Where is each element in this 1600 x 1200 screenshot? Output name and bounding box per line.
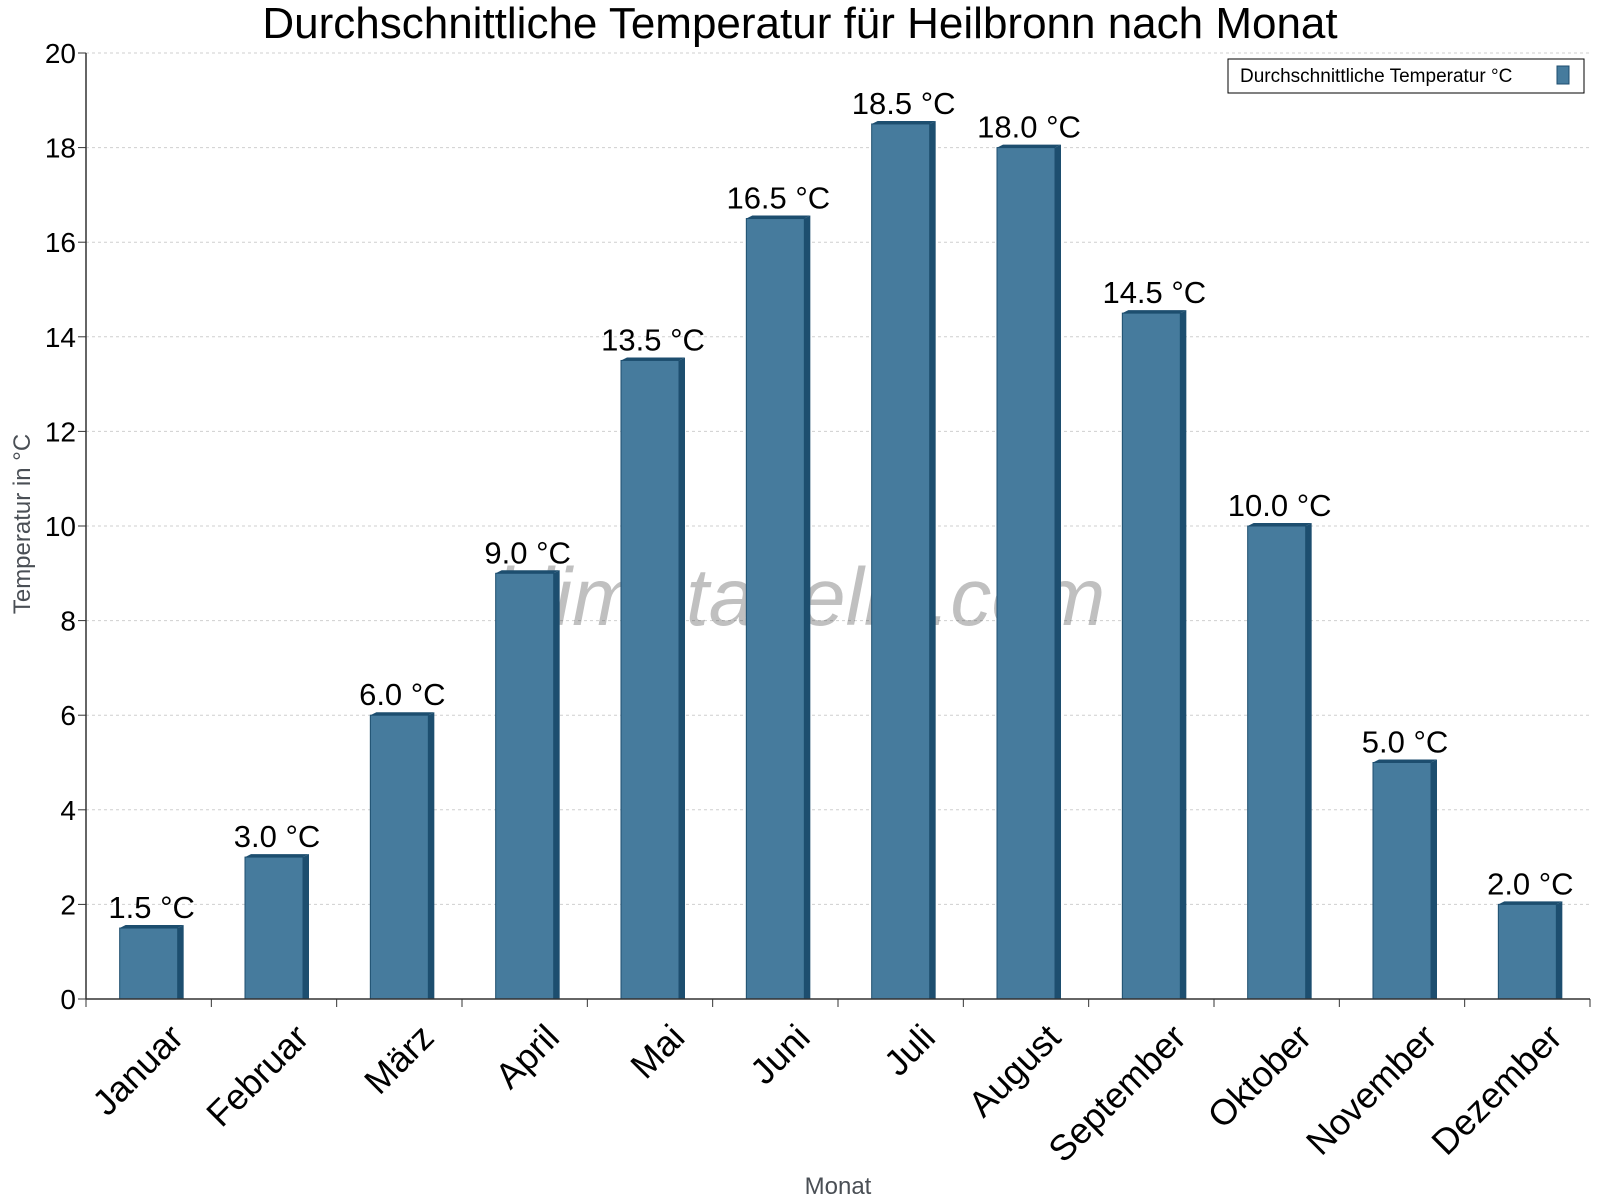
y-axis-label: Temperatur in °C	[9, 434, 36, 614]
legend-swatch	[1556, 65, 1570, 85]
data-labels: 1.5 °C 3.0 °C 6.0 °C 9.0 °C 13.5 °C 16.5 °C 18…	[108, 86, 1573, 925]
bar-side	[804, 215, 811, 1000]
x-tick-label: Mai	[622, 1016, 692, 1086]
bar-side	[1180, 310, 1187, 999]
bar-top	[621, 357, 685, 361]
x-tick-label: Dezember	[1423, 1016, 1569, 1162]
bar-top	[495, 570, 560, 574]
bar-side	[303, 854, 309, 999]
bar	[871, 123, 931, 1000]
bar-top	[871, 120, 936, 124]
chart-title: Durchschnittliche Temperatur für Heilbro…	[262, 0, 1337, 48]
y-tick-label: 14	[45, 322, 76, 353]
y-tick-label: 8	[60, 606, 76, 637]
y-tick-label: 0	[60, 984, 76, 1015]
legend-box	[1227, 58, 1585, 94]
bar	[1247, 525, 1307, 1000]
bar	[1372, 762, 1432, 1000]
bar-side	[679, 357, 685, 999]
data-label: 18.0 °C	[977, 110, 1081, 145]
y-tick-label: 16	[45, 227, 76, 258]
bar-top	[245, 854, 309, 858]
bar-side	[929, 120, 936, 999]
y-tick-label: 12	[45, 416, 76, 447]
bar	[620, 359, 680, 1000]
bar	[244, 856, 304, 1000]
bar	[745, 218, 805, 1000]
data-label: 3.0 °C	[234, 819, 321, 854]
y-tick-label: 18	[45, 133, 76, 164]
data-label: 2.0 °C	[1487, 866, 1574, 901]
bars	[119, 120, 1563, 1000]
legend-label: Durchschnittliche Temperatur °C	[1240, 66, 1512, 87]
bar-side	[1431, 759, 1437, 999]
bar-top	[1247, 523, 1312, 526]
bar-top	[119, 925, 184, 929]
y-tick-label: 2	[60, 889, 76, 920]
bar-top	[370, 712, 435, 716]
data-label: 6.0 °C	[359, 677, 446, 712]
bar-side	[177, 925, 184, 999]
bar-top	[1122, 310, 1187, 314]
x-tick-label: November	[1298, 1016, 1444, 1162]
x-tick-label: Juli	[876, 1016, 943, 1083]
bar	[119, 927, 179, 1000]
bar-side	[428, 712, 435, 999]
data-label: 14.5 °C	[1102, 275, 1206, 310]
bar-top	[997, 144, 1061, 148]
x-tick-label: Januar	[84, 1016, 191, 1123]
bar	[1497, 903, 1557, 1000]
data-label: 16.5 °C	[726, 181, 830, 216]
data-label: 13.5 °C	[601, 322, 705, 357]
x-tick-label: August	[960, 1016, 1068, 1124]
x-axis-label: Monat	[805, 1173, 872, 1200]
data-label: 1.5 °C	[108, 890, 195, 925]
bar	[495, 572, 555, 1000]
bar-side	[1055, 144, 1061, 1000]
bar	[996, 147, 1056, 1000]
gridlines	[86, 52, 1590, 905]
x-tick-label: Februar	[198, 1016, 316, 1134]
bar-top	[1498, 901, 1563, 905]
bar-side	[553, 570, 560, 999]
bar-top	[746, 215, 811, 219]
data-label: 10.0 °C	[1228, 488, 1332, 523]
y-tick-label: 6	[60, 700, 76, 731]
x-tick-label: März	[356, 1016, 442, 1102]
data-label: 9.0 °C	[484, 535, 571, 570]
x-tick-label: Juni	[742, 1016, 818, 1092]
x-tick-label: September	[1040, 1016, 1194, 1170]
bar	[369, 714, 429, 1000]
y-tick-label: 4	[60, 795, 76, 826]
y-tick-label: 20	[45, 38, 76, 69]
y-tick-label: 10	[45, 511, 76, 542]
x-tick-label: Oktober	[1199, 1016, 1319, 1136]
bar-side	[1556, 901, 1563, 999]
data-label: 18.5 °C	[852, 86, 956, 121]
x-tick-label: April	[487, 1016, 567, 1096]
bar-side	[1305, 523, 1312, 999]
legend: Durchschnittliche Temperatur °C	[1227, 58, 1585, 94]
data-label: 5.0 °C	[1362, 725, 1449, 760]
bar-top	[1373, 759, 1437, 763]
bar	[1121, 312, 1181, 1000]
